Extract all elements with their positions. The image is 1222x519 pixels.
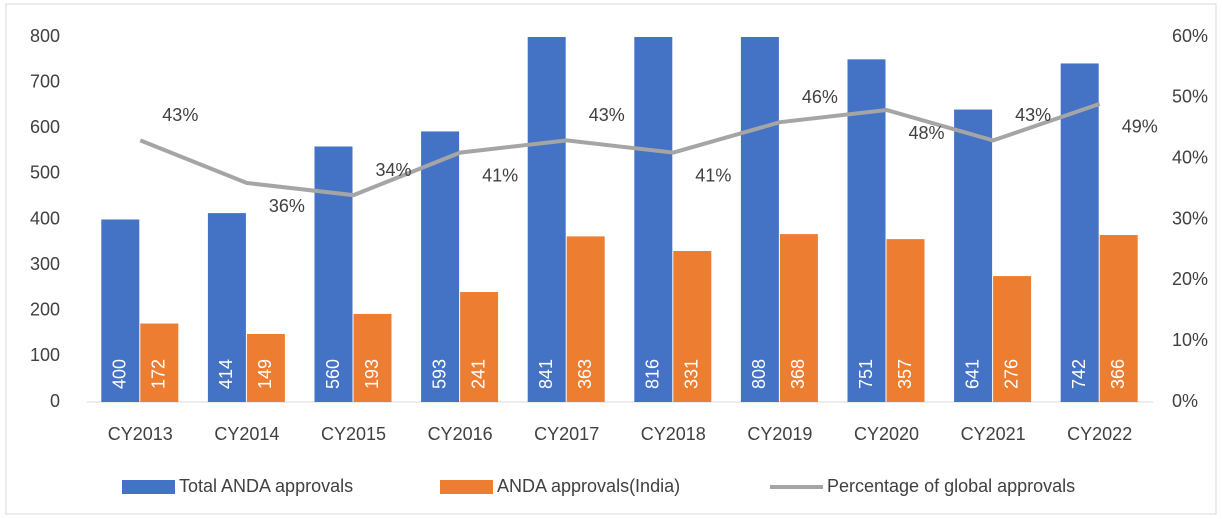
x-tick-label: CY2014 [214,424,279,444]
x-tick-label: CY2021 [961,424,1026,444]
bar-value-label: 193 [362,359,382,389]
x-tick-label: CY2020 [854,424,919,444]
y2-tick-label: 30% [1172,208,1208,228]
bar [886,239,925,402]
bar-value-label: 841 [536,359,556,389]
x-tick-label: CY2015 [321,424,386,444]
bar-value-label: 172 [149,359,169,389]
bar-value-label: 363 [575,359,595,389]
y2-tick-label: 0% [1172,391,1198,411]
y-tick-label: 400 [30,208,60,228]
y2-tick-label: 20% [1172,269,1208,289]
bar-value-label: 641 [962,359,982,389]
line-value-label: 49% [1122,117,1158,137]
line-value-label: 48% [909,123,945,143]
bar [1060,63,1099,402]
y-tick-label: 0 [50,391,60,411]
line-value-label: 43% [162,105,198,125]
bar-value-label: 560 [323,359,343,389]
line-value-label: 46% [802,87,838,107]
bar-value-label: 400 [110,359,130,389]
bar [740,37,779,402]
y2-tick-label: 40% [1172,147,1208,167]
bar [993,276,1032,402]
bar [954,109,993,402]
x-tick-label: CY2016 [428,424,493,444]
bar [140,323,179,402]
bar-value-label: 593 [429,359,449,389]
y-tick-label: 200 [30,300,60,320]
bar-value-label: 742 [1069,359,1089,389]
legend-label: Total ANDA approvals [179,476,353,496]
bar [847,59,886,402]
bar-value-label: 751 [856,359,876,389]
legend-label: Percentage of global approvals [827,476,1075,496]
bar [207,213,246,402]
bar-value-label: 241 [468,359,488,389]
bar-value-label: 149 [255,359,275,389]
bar-value-label: 816 [643,359,663,389]
bar-value-label: 357 [895,359,915,389]
line-value-label: 43% [1015,105,1051,125]
legend-label: ANDA approvals(India) [497,476,680,496]
bar [566,236,605,402]
x-tick-label: CY2022 [1067,424,1132,444]
y-tick-label: 300 [30,254,60,274]
x-tick-label: CY2017 [534,424,599,444]
x-tick-label: CY2013 [108,424,173,444]
bar [1099,235,1138,402]
y-tick-label: 600 [30,117,60,137]
line [139,102,1101,198]
x-tick-label: CY2019 [747,424,812,444]
y-tick-label: 800 [30,26,60,46]
bar [779,234,818,402]
bar [673,250,712,402]
y-tick-label: 100 [30,345,60,365]
bar-value-label: 368 [788,359,808,389]
y2-tick-label: 60% [1172,26,1208,46]
bar-value-label: 414 [216,359,236,389]
bar [101,219,140,402]
line-value-label: 34% [376,160,412,180]
legend-swatch [440,480,493,494]
line-value-label: 41% [695,165,731,185]
bar-value-label: 808 [749,359,769,389]
bar [634,37,673,402]
bar-value-label: 366 [1108,359,1128,389]
plot-area [101,37,1138,402]
bar [353,313,392,402]
legend-swatch [122,480,175,494]
y2-tick-label: 50% [1172,87,1208,107]
line-value-label: 36% [269,196,305,216]
y-tick-label: 500 [30,163,60,183]
bar [314,146,353,402]
y2-tick-label: 10% [1172,330,1208,350]
x-tick-label: CY2018 [641,424,706,444]
bar [460,292,499,402]
bar [527,37,566,402]
y-tick-label: 700 [30,71,60,91]
line-value-label: 43% [589,105,625,125]
bar [246,334,285,402]
line-value-label: 41% [482,165,518,185]
bar-value-label: 331 [682,359,702,389]
chart-border [5,3,1217,515]
bar [421,131,460,402]
bar-value-label: 276 [1001,359,1021,389]
